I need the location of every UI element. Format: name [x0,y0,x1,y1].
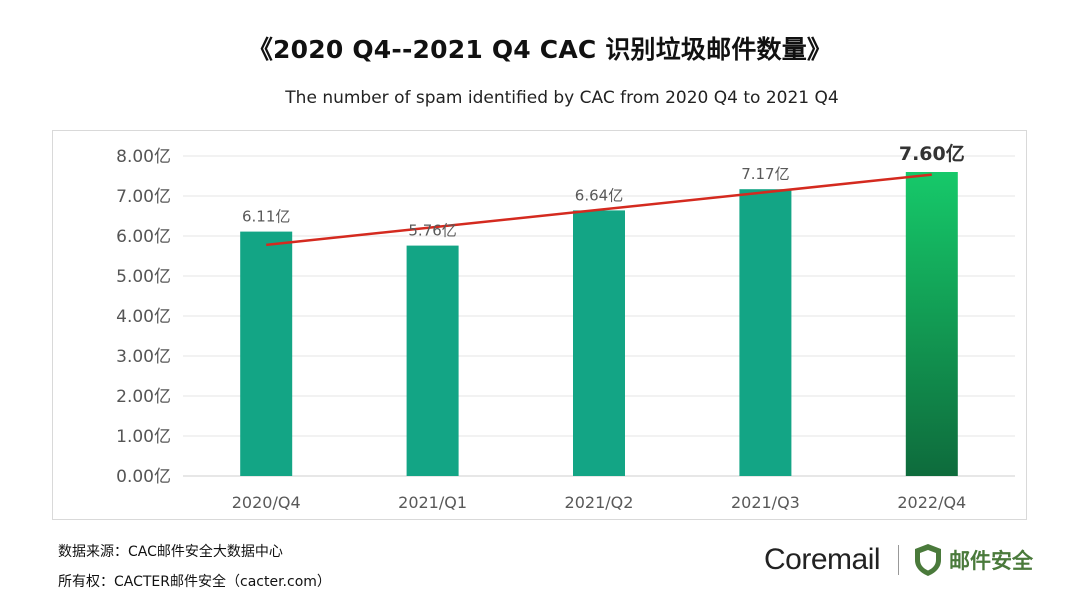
y-tick-label: 5.00亿 [116,267,171,287]
chart-area: 0.00亿 1.00亿 2.00亿 3.00亿 4.00亿 5.00亿 6.00亿 7.00亿… [52,130,1027,520]
x-tick-label: 2021/Q3 [731,493,800,512]
chart-subtitle: The number of spam identified by CAC fro… [285,88,839,108]
x-tick-label: 2022/Q4 [897,493,966,512]
bar [905,172,958,476]
copyright-note: 所有权：CACTER邮件安全（cacter.com） [58,574,331,590]
trendline [266,173,932,247]
brand-name: Coremail [764,543,881,576]
data-label: 6.64亿 [575,186,623,204]
shield-icon [915,544,942,576]
brand-divider [898,545,900,575]
data-label: 7.17亿 [741,165,789,183]
y-tick-label: 3.00亿 [116,347,171,367]
x-tick-label: 2021/Q1 [398,493,467,512]
y-tick-label: 1.00亿 [116,427,171,447]
brand-label: 邮件安全 [949,549,1034,573]
chart-title: 《2020 Q4--2021 Q4 CAC 识别垃圾邮件数量》 [247,35,833,64]
y-tick-label: 0.00亿 [116,467,171,487]
bar [739,189,792,476]
brand-logo: Coremail 邮件安全 [764,540,1033,580]
bar [240,231,293,476]
x-tick-label: 2021/Q2 [565,493,634,512]
data-label: 5.76亿 [408,222,456,240]
bar [573,210,625,476]
data-source-note: 数据来源：CAC邮件安全大数据中心 [58,544,283,560]
bar-chart: 0.00亿 1.00亿 2.00亿 3.00亿 4.00亿 5.00亿 6.00亿 7.00亿… [116,142,1015,512]
bar [406,245,459,476]
y-tick-label: 7.00亿 [116,187,171,207]
y-tick-label: 8.00亿 [116,147,171,167]
y-tick-label: 2.00亿 [116,387,171,407]
y-tick-label: 6.00亿 [116,227,171,247]
y-tick-label: 4.00亿 [116,307,171,327]
data-label: 7.60亿 [899,142,965,165]
x-tick-label: 2020/Q4 [232,493,301,512]
data-label: 6.11亿 [242,208,290,226]
